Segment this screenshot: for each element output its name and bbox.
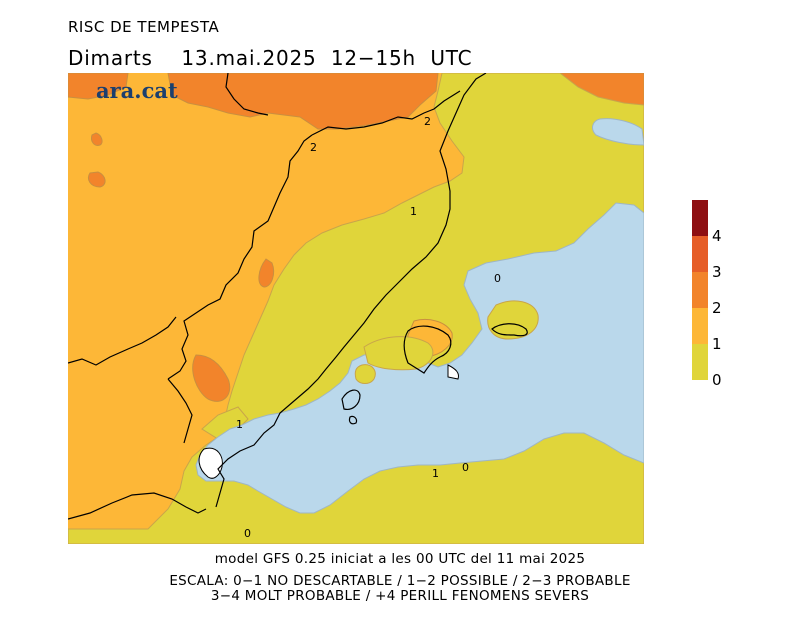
area-level-2-3 bbox=[258, 258, 275, 288]
missing-data-area bbox=[198, 447, 223, 479]
coastline bbox=[68, 492, 207, 520]
area-level-0-1 bbox=[487, 300, 539, 340]
legend-swatch-0-1 bbox=[692, 344, 708, 380]
area-level-0-1 bbox=[363, 336, 434, 371]
legend-swatch-2-3 bbox=[692, 272, 708, 308]
legend-swatch-1-2 bbox=[692, 308, 708, 344]
contour-label: 0 bbox=[244, 527, 251, 540]
border bbox=[311, 90, 461, 136]
storm-risk-map: 0 0 0 1 1 1 2 2 bbox=[68, 73, 644, 544]
border bbox=[225, 73, 269, 116]
legend-tick: 3 bbox=[712, 263, 722, 281]
contour-label: 0 bbox=[462, 461, 469, 474]
area-level-2-3 bbox=[68, 73, 129, 100]
border bbox=[167, 378, 193, 444]
chart-title: RISC DE TEMPESTA bbox=[68, 18, 220, 36]
area-level-2-3 bbox=[91, 132, 103, 146]
coastline bbox=[491, 323, 528, 337]
area-level-2-3 bbox=[87, 171, 106, 188]
legend-swatch-4-plus bbox=[692, 200, 708, 236]
area-level-2-3 bbox=[192, 354, 231, 402]
coastline bbox=[403, 325, 452, 374]
legend-tick: 2 bbox=[712, 299, 722, 317]
contour-label: 0 bbox=[494, 272, 501, 285]
forecast-time-label: Dimarts 13.mai.2025 12−15h UTC bbox=[68, 46, 473, 70]
contour-label: 2 bbox=[424, 115, 431, 128]
legend-tick: 0 bbox=[712, 371, 722, 389]
area-level-2-3 bbox=[167, 73, 439, 130]
scale-description-line-2: 3−4 MOLT PROBABLE / +4 PERILL FENOMENS S… bbox=[210, 588, 590, 604]
border bbox=[167, 134, 313, 380]
border bbox=[68, 316, 177, 366]
coastline bbox=[348, 415, 358, 425]
scale-description-line-1: ESCALA: 0−1 NO DESCARTABLE / 1−2 POSSIBL… bbox=[169, 573, 631, 589]
legend-tick: 1 bbox=[712, 335, 722, 353]
coastline bbox=[215, 73, 487, 508]
legend-swatch-3-4 bbox=[692, 236, 708, 272]
missing-data-area bbox=[447, 364, 459, 380]
model-info-line: model GFS 0.25 iniciat a les 00 UTC del … bbox=[214, 551, 586, 567]
contour-label: 1 bbox=[236, 418, 243, 431]
coastline bbox=[341, 389, 361, 410]
contour-label: 1 bbox=[410, 205, 417, 218]
contour-label: 2 bbox=[310, 141, 317, 154]
area-level-0-1 bbox=[354, 364, 376, 384]
sea-area bbox=[195, 202, 644, 514]
legend-tick: 4 bbox=[712, 227, 722, 245]
contour-label: 1 bbox=[432, 467, 439, 480]
sea-area bbox=[592, 118, 644, 146]
brand-logo: ara.cat bbox=[96, 78, 178, 103]
